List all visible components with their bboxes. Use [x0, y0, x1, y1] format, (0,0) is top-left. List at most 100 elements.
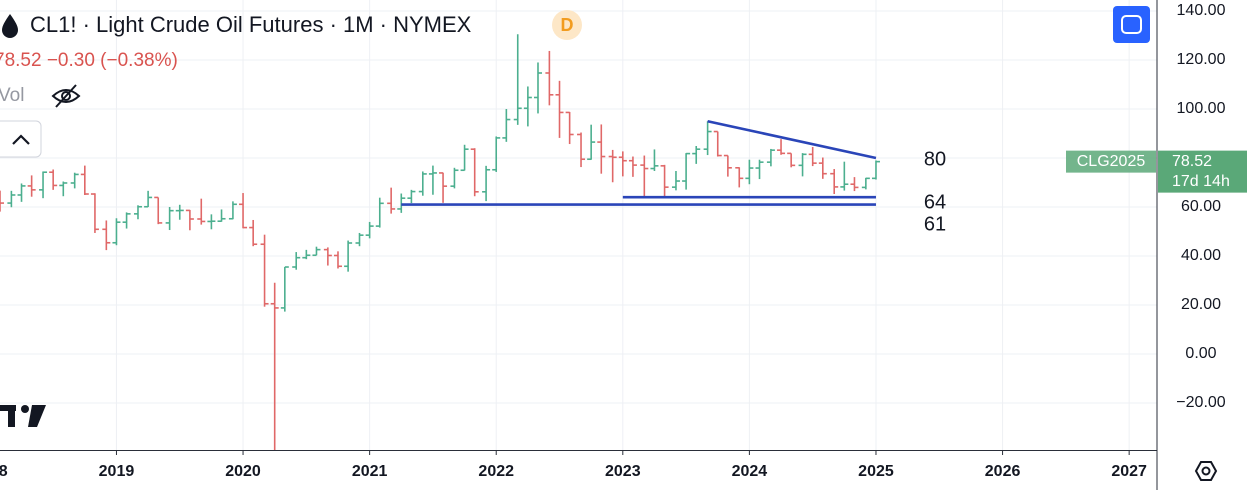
y-tick-label: 0.00	[1185, 345, 1216, 362]
ohlc-bar	[502, 109, 511, 142]
ohlc-bar	[312, 246, 321, 257]
ohlc-bar	[577, 132, 586, 168]
price-tag-symbol: CLG2025	[1077, 153, 1146, 170]
collapse-icon	[12, 134, 30, 145]
ohlc-bar	[428, 165, 437, 195]
ohlc-bar	[482, 165, 491, 202]
ohlc-bar	[650, 149, 659, 171]
collapse-button[interactable]	[0, 120, 42, 158]
x-tick-label: 2018	[0, 463, 8, 480]
ohlc-bar	[197, 198, 206, 225]
price-tag-bg	[1158, 150, 1247, 193]
ohlc-bar	[397, 193, 406, 213]
ohlc-bar	[70, 172, 79, 189]
ohlc-bar	[745, 159, 754, 185]
ohlc-bar	[59, 181, 68, 197]
ohlc-bar	[587, 124, 596, 161]
ohlc-bar	[640, 155, 649, 197]
ohlc-bar	[735, 167, 744, 188]
ohlc-bar	[723, 154, 732, 177]
ohlc-bar	[165, 206, 174, 231]
ohlc-bar	[787, 152, 796, 168]
ohlc-bar	[555, 80, 564, 138]
ohlc-bar	[7, 190, 16, 208]
ohlc-bar	[112, 218, 121, 246]
ohlc-bar	[818, 157, 827, 179]
ohlc-bar	[682, 152, 691, 190]
ohlc-bar	[344, 240, 353, 272]
settings-icon[interactable]	[1194, 461, 1218, 481]
y-tick-label: 40.00	[1181, 247, 1221, 264]
ohlc-bar	[102, 220, 111, 251]
x-tick-label: 2023	[605, 463, 641, 480]
ohlc-bar	[49, 169, 58, 190]
ohlc-bar	[660, 164, 669, 199]
price-tag-symbol-bg	[1066, 150, 1156, 173]
ohlc-bar	[492, 136, 501, 172]
x-tick-label: 2027	[1111, 463, 1147, 480]
ohlc-bar	[407, 189, 416, 204]
ohlc-bar	[17, 183, 26, 202]
ohlc-bar	[671, 170, 680, 191]
x-tick-label: 2020	[225, 463, 261, 480]
fullscreen-button[interactable]	[1113, 6, 1150, 43]
ohlc-bar	[90, 193, 99, 233]
y-tick-label: 100.00	[1177, 100, 1226, 117]
annotation: 80	[924, 148, 946, 170]
ohlc-bar	[175, 204, 184, 220]
ohlc-bar	[365, 221, 374, 239]
ohlc-bar	[375, 197, 384, 228]
ohlc-bar	[154, 196, 163, 225]
drawings	[401, 119, 877, 206]
trendline	[707, 119, 877, 160]
y-tick-label: 60.00	[1181, 198, 1221, 215]
ohlc-bar	[766, 148, 775, 167]
ohlc-bar	[608, 149, 617, 183]
ohlc-bar	[0, 190, 4, 212]
volume-label: Vol	[0, 85, 24, 106]
ohlc-bar	[302, 249, 311, 260]
ohlc-bar	[260, 234, 269, 307]
y-tick-label: 120.00	[1177, 51, 1226, 68]
grid	[0, 0, 1157, 450]
ohlc-bar	[450, 167, 459, 189]
ohlc-bar	[122, 212, 131, 229]
x-tick-label: 2026	[985, 463, 1021, 480]
ohlc-bar	[513, 34, 522, 125]
ohlc-bar	[27, 175, 36, 197]
ohlc-bar	[808, 146, 817, 167]
ohlc-bar	[871, 160, 880, 180]
y-tick-label: 140.00	[1177, 2, 1226, 19]
badge-bg	[552, 10, 582, 40]
title: CL1! · Light Crude Oil Futures · 1M · NY…	[30, 12, 472, 37]
x-tick-label: 2025	[858, 463, 894, 480]
price-tag-countdown: 17d 14h	[1172, 173, 1230, 190]
ohlc-bar	[713, 130, 722, 157]
ohlc-bar	[798, 153, 807, 177]
quote: 78.52 −0.30 (−0.38%)	[0, 50, 178, 71]
ohlc-bar	[533, 62, 542, 114]
ohlc-bar	[418, 171, 427, 196]
ohlc-bar	[292, 252, 301, 270]
ohlc-bar	[777, 139, 786, 155]
ohlc-bar	[207, 214, 216, 230]
ohlc-bar	[861, 177, 870, 190]
x-tick-label: 2019	[99, 463, 135, 480]
price-tag-value: 78.52	[1172, 153, 1212, 170]
tv-logo	[0, 405, 46, 427]
badge: D	[561, 15, 574, 35]
hide-volume-icon[interactable]	[51, 84, 81, 108]
ohlc-bar	[523, 86, 532, 127]
ohlc-bar	[228, 201, 237, 220]
ohlc-bar	[333, 251, 342, 269]
ohlc-bar	[280, 266, 289, 312]
ohlc-bar	[830, 169, 839, 195]
annotation: 61	[924, 213, 946, 235]
ohlc-bar	[439, 172, 448, 203]
ohlc-bar	[217, 209, 226, 223]
ohlc-bar	[249, 219, 258, 247]
x-tick-label: 2022	[478, 463, 514, 480]
ohlc-bar	[460, 144, 469, 172]
